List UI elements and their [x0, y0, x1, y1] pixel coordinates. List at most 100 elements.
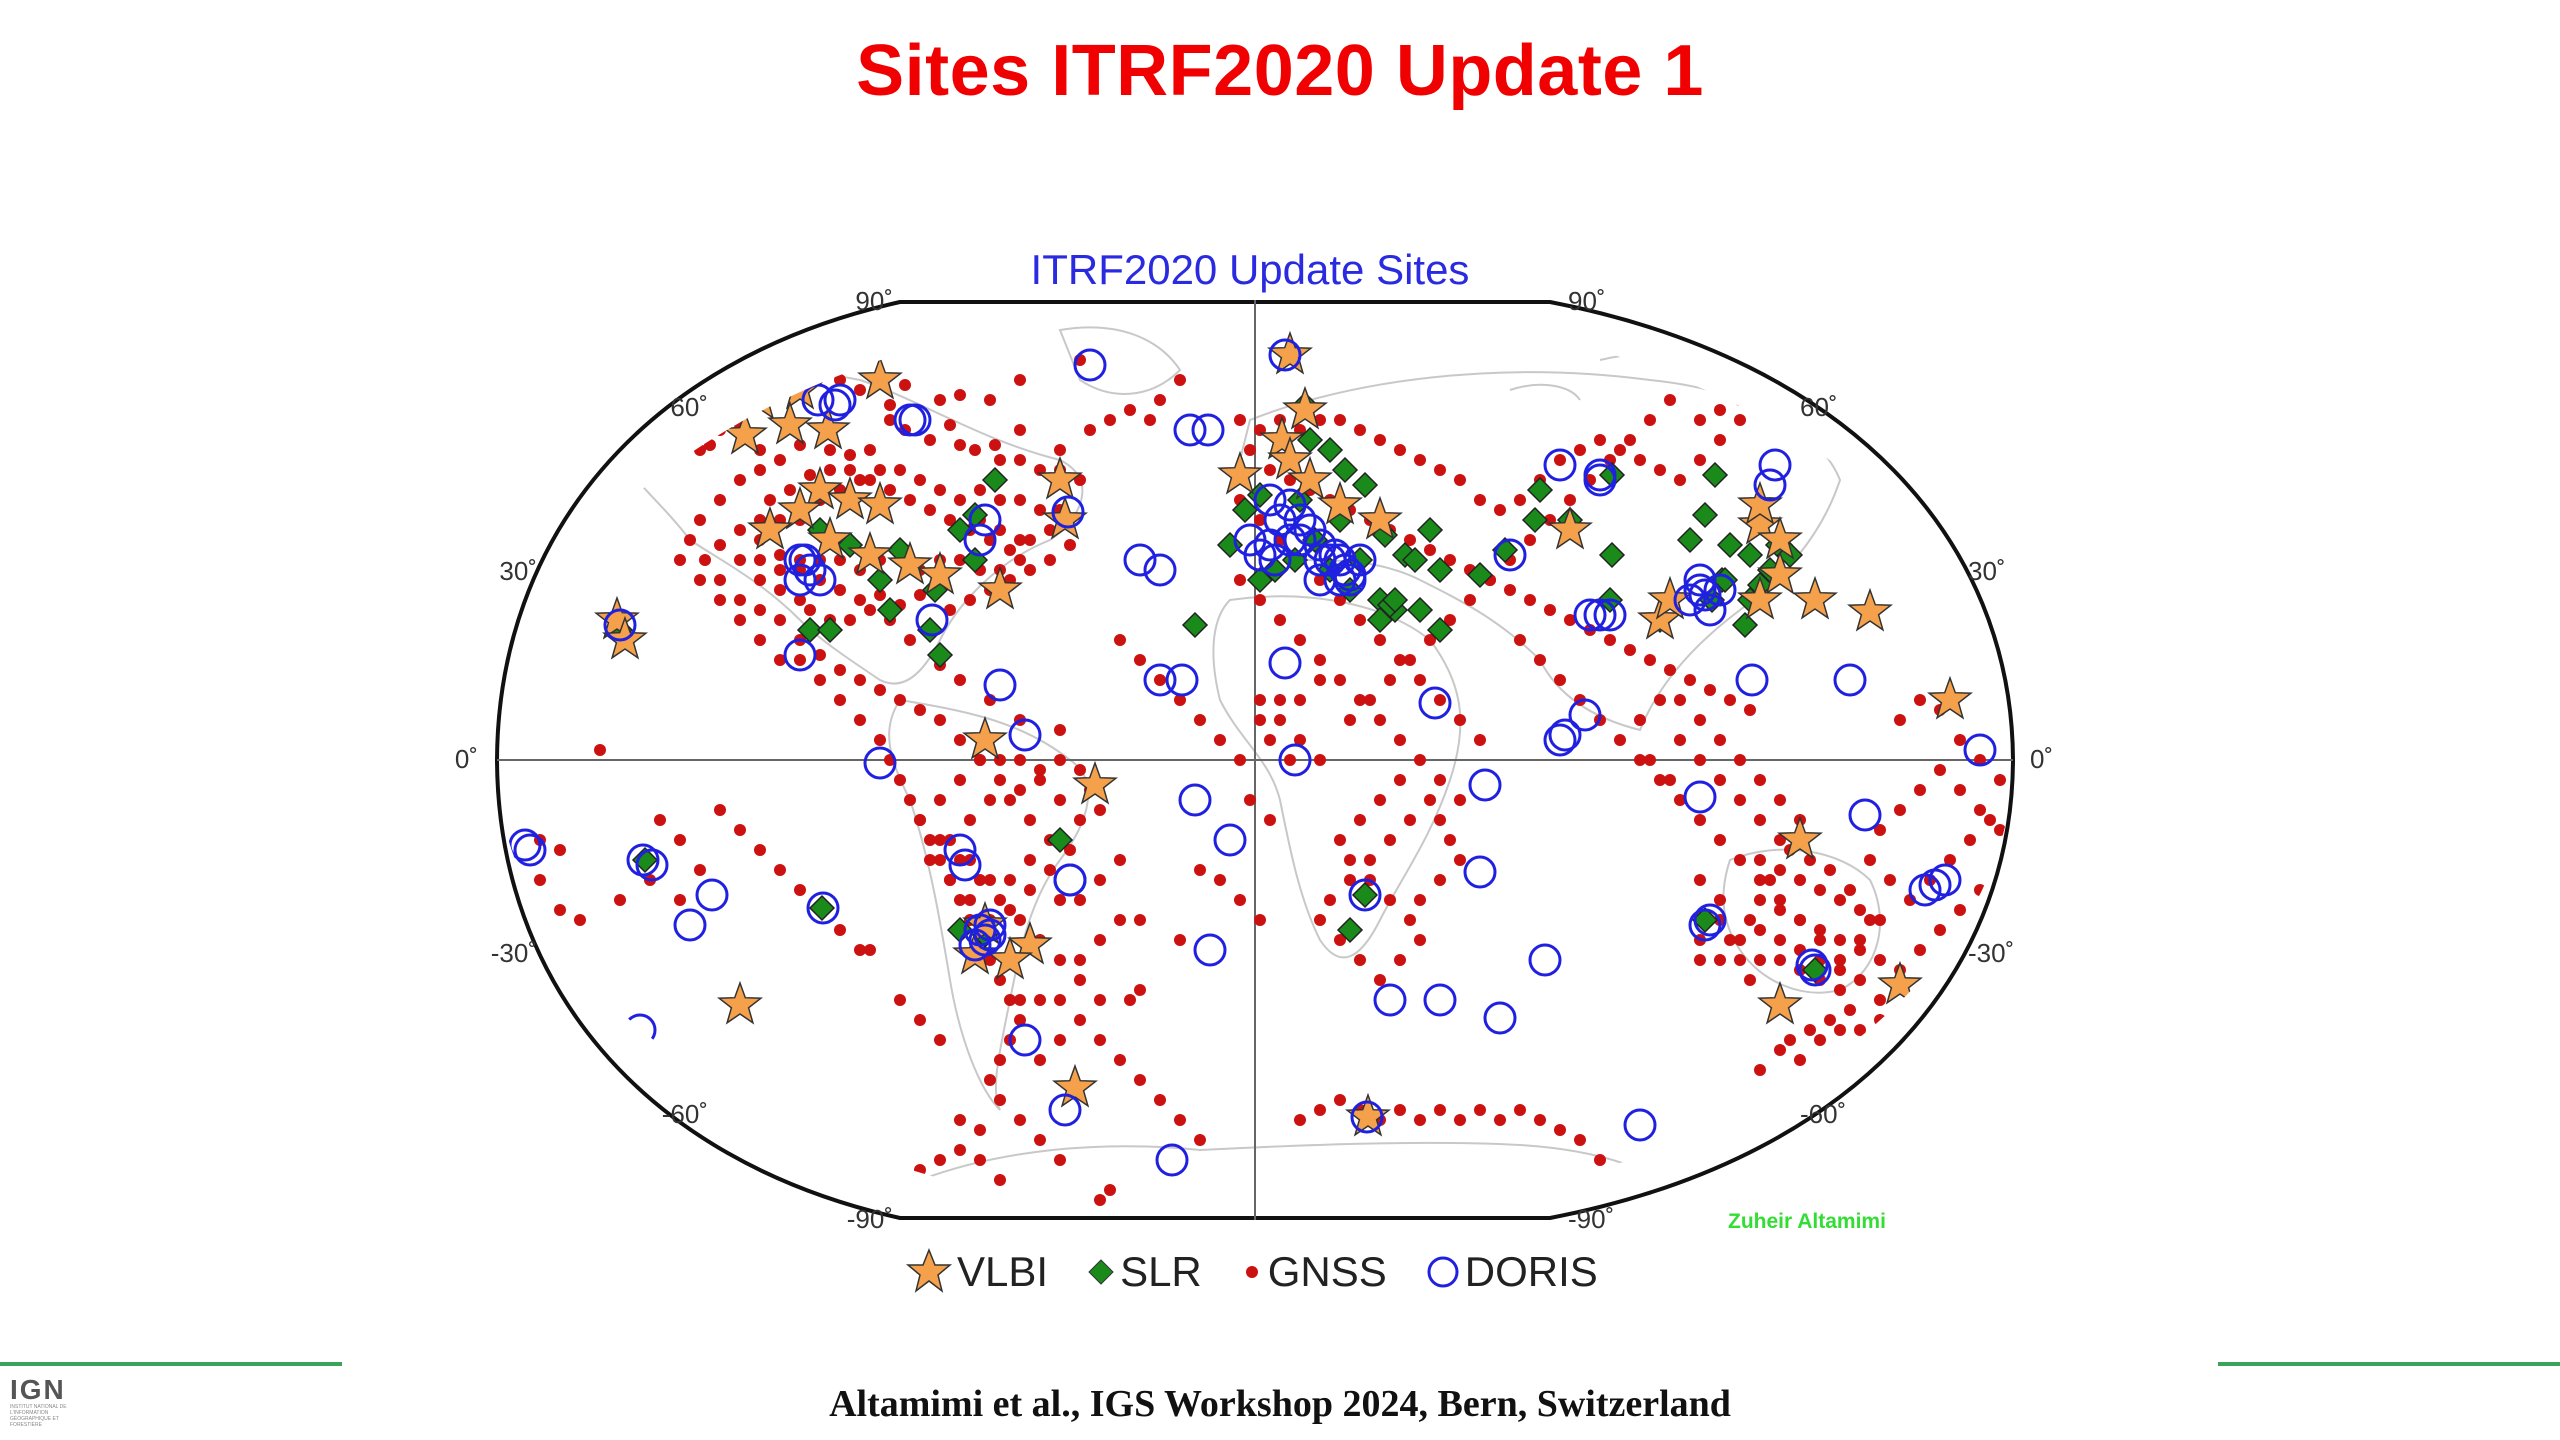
gnss-site — [954, 734, 966, 746]
legend-item-doris: DORIS — [1425, 1248, 1598, 1296]
gnss-site — [774, 564, 786, 576]
gnss-site — [994, 494, 1006, 506]
gnss-site — [1174, 694, 1186, 706]
gnss-site — [1174, 934, 1186, 946]
gnss-site — [954, 894, 966, 906]
gnss-site — [794, 654, 806, 666]
logo-caption: INSTITUT NATIONAL DE L'INFORMATION GÉOGR… — [10, 1404, 67, 1428]
gnss-site — [834, 374, 846, 386]
gnss-site — [1384, 674, 1396, 686]
gnss-site — [1874, 824, 1886, 836]
doris-site — [1963, 733, 1997, 767]
vlbi-site — [857, 480, 903, 525]
gnss-site — [1014, 534, 1026, 546]
doris-site — [1703, 573, 1737, 607]
gnss-site — [714, 494, 726, 506]
slr-site — [866, 566, 894, 594]
gnss-site — [814, 649, 826, 661]
gnss-site — [984, 534, 996, 546]
gnss-site — [1264, 464, 1276, 476]
star-icon — [905, 1248, 953, 1293]
doris-site — [1143, 553, 1177, 587]
gnss-site — [1754, 1064, 1766, 1076]
doris-site — [963, 523, 997, 557]
gnss-site — [864, 604, 876, 616]
gnss-site — [1314, 654, 1326, 666]
gnss-site — [1934, 764, 1946, 776]
gnss-site — [874, 464, 886, 476]
gnss-site — [1724, 694, 1736, 706]
gnss-site — [1134, 984, 1146, 996]
doris-site — [1278, 743, 1312, 777]
gnss-site — [934, 714, 946, 726]
gnss-site — [1774, 864, 1786, 876]
vlbi-site — [594, 595, 640, 640]
gnss-site — [954, 774, 966, 786]
gnss-site — [1174, 1114, 1186, 1126]
gnss-site — [1014, 1114, 1026, 1126]
gnss-site — [1754, 924, 1766, 936]
gnss-site — [1414, 454, 1426, 466]
gnss-site — [1334, 934, 1346, 946]
gnss-site — [1914, 784, 1926, 796]
doris-site — [1758, 448, 1792, 482]
gnss-site — [1834, 1024, 1846, 1036]
gnss-site — [1514, 494, 1526, 506]
gnss-site — [1354, 694, 1366, 706]
gnss-site — [924, 834, 936, 846]
doris-site — [1693, 593, 1727, 627]
gnss-site — [1794, 874, 1806, 886]
vlbi-site — [1287, 455, 1333, 500]
gnss-site — [1114, 914, 1126, 926]
slide-title: Sites ITRF2020 Update 1 — [856, 31, 1704, 111]
doris-site — [1318, 538, 1352, 572]
gnss-site — [1154, 674, 1166, 686]
gnss-site — [1554, 454, 1566, 466]
gnss-site — [1024, 534, 1036, 546]
doris-site — [1795, 948, 1829, 982]
gnss-site — [694, 864, 706, 876]
vlbi-site — [805, 405, 851, 450]
vlbi-site — [1877, 960, 1923, 1005]
lat-m30-right: -30˚ — [1968, 938, 2014, 968]
gnss-site — [1014, 784, 1026, 796]
gnss-site — [1874, 994, 1886, 1006]
gnss-site — [954, 1114, 966, 1126]
gnss-site — [1854, 934, 1866, 946]
gnss-site — [1134, 654, 1146, 666]
gnss-site — [914, 589, 926, 601]
doris-site — [513, 833, 547, 867]
doris-site — [788, 543, 822, 577]
gnss-site — [1054, 794, 1066, 806]
gnss-site — [1094, 934, 1106, 946]
gnss-site — [1384, 894, 1396, 906]
gnss-site — [1514, 1104, 1526, 1116]
doris-site — [1323, 543, 1357, 577]
gnss-site — [1414, 674, 1426, 686]
gnss-site — [1334, 674, 1346, 686]
gnss-site — [1004, 544, 1016, 556]
gnss-site — [1114, 634, 1126, 646]
gnss-site — [1014, 494, 1026, 506]
gnss-site — [1294, 734, 1306, 746]
gnss-site — [1314, 674, 1326, 686]
gnss-site — [714, 594, 726, 606]
doris-site — [1193, 933, 1227, 967]
gnss-site — [1644, 654, 1656, 666]
gnss-site — [969, 444, 981, 456]
footer-rule-left — [0, 1362, 342, 1366]
doris-site — [1155, 1143, 1189, 1177]
gnss-site — [1074, 764, 1086, 776]
gnss-site — [1424, 544, 1436, 556]
gnss-site — [854, 944, 866, 956]
gnss-site — [1824, 864, 1836, 876]
gnss-site — [1844, 1004, 1856, 1016]
gnss-site — [1074, 814, 1086, 826]
doris-site — [1548, 718, 1582, 752]
doris-site — [1123, 543, 1157, 577]
doris-site — [1543, 723, 1577, 757]
slr-site — [1246, 566, 1274, 594]
doris-site — [1423, 983, 1457, 1017]
lat-90-right: 90˚ — [1568, 286, 1606, 316]
gnss-site — [1884, 874, 1896, 886]
